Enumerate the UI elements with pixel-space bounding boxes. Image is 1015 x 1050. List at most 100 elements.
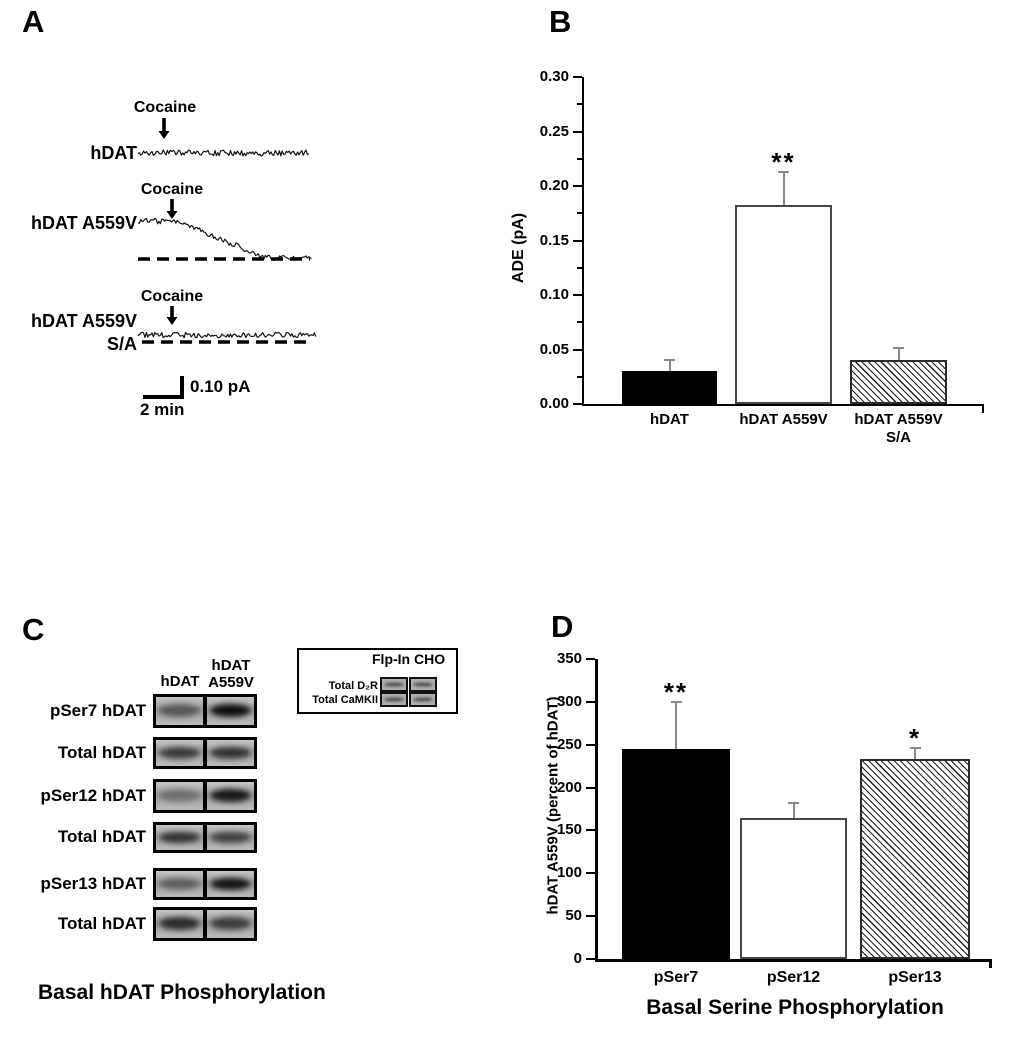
blot-column-header-hdat-a559v: hDAT A559V <box>208 657 254 692</box>
y-axis-minor-tick <box>577 321 582 324</box>
inset-row-label-d2r: Total D₂R <box>328 680 378 692</box>
blot-lane <box>156 825 203 850</box>
trace-label-hdat: hDAT <box>90 143 137 163</box>
blot-band <box>210 831 251 843</box>
y-axis-tick <box>586 829 595 832</box>
blot-box <box>153 694 257 728</box>
bar-hdat-a559v <box>735 204 832 404</box>
current-trace-plot <box>137 118 317 399</box>
blot-lane <box>156 871 203 897</box>
y-tick-label: 0.10 <box>539 286 569 303</box>
y-tick-label: 250 <box>556 735 582 753</box>
blot-band <box>210 704 251 718</box>
scale-bar <box>143 376 184 399</box>
y-axis-tick <box>586 700 595 703</box>
panel-d-xlabel: Basal Serine Phosphorylation <box>646 996 944 1019</box>
error-bar-line <box>792 803 795 818</box>
panel-a-label: A <box>22 4 45 39</box>
error-bar-cap <box>893 347 904 350</box>
panel-b-chart: ADE (pA) hDAT ** hDAT A559V hDAT A559V S/A 0… <box>0 0 1015 460</box>
y-axis-minor-tick <box>577 157 582 160</box>
y-axis-tick <box>573 294 582 296</box>
inset-blot-cell <box>409 677 437 692</box>
blot-band <box>210 746 251 759</box>
error-bar-line <box>782 171 785 205</box>
cocaine-label-3: Cocaine <box>140 288 204 305</box>
blot-band <box>159 877 200 890</box>
y-axis-tick <box>573 130 582 133</box>
blot-row-label: Total hDAT <box>57 914 146 933</box>
blot-box <box>153 868 257 900</box>
y-axis-minor-tick <box>577 266 582 269</box>
scalebar-current-label: 0.10 pA <box>190 377 251 396</box>
blot-lane <box>207 910 254 938</box>
blot-row-label: Total hDAT <box>57 743 146 762</box>
bar-pser7 <box>622 749 730 959</box>
y-tick-label: 0.20 <box>539 177 569 194</box>
bar-pser13 <box>860 759 970 959</box>
inset-blot-band <box>383 697 405 702</box>
blot-band <box>159 704 200 718</box>
trace-label-hdat-a559v: hDAT A559V <box>30 213 137 233</box>
inset-blot-cell <box>380 692 408 707</box>
blot-box <box>153 907 257 941</box>
blot-lane <box>156 697 203 725</box>
error-bar-line <box>675 701 677 749</box>
y-axis-tick <box>573 239 582 242</box>
y-axis-tick <box>573 348 582 351</box>
x-axis <box>595 959 992 962</box>
blot-band <box>159 917 200 931</box>
x-axis-end-tick <box>989 959 992 968</box>
panel-c-label: C <box>22 612 45 647</box>
inset-blot-band <box>383 682 405 687</box>
y-axis-tick <box>573 403 582 405</box>
y-axis-minor-tick <box>577 375 582 378</box>
trace-label-line1: hDAT A559V <box>30 311 137 331</box>
cocaine-arrowhead-2 <box>166 211 178 219</box>
cocaine-label-1: Cocaine <box>133 99 197 116</box>
y-tick-label: 300 <box>556 692 582 710</box>
trace-label-line2: S/A <box>106 334 137 355</box>
blot-lane <box>156 740 203 766</box>
blot-lane <box>207 697 254 725</box>
category-label: pSer13 <box>888 969 942 986</box>
y-tick-label: 0.05 <box>539 340 569 358</box>
category-label: hDAT A559V <box>739 411 828 428</box>
y-axis <box>582 77 584 406</box>
error-bar-line <box>668 360 671 372</box>
blot-box <box>153 779 257 813</box>
x-axis-end-tick <box>982 404 984 413</box>
blot-lane <box>156 910 203 938</box>
inset-blot-cell <box>380 677 408 692</box>
x-axis <box>582 404 984 406</box>
error-bar-cap <box>788 802 799 804</box>
trace-label-hdat-a559v-sa: hDAT A559V S/A <box>0 310 137 357</box>
blot-column-header-hdat: hDAT <box>160 673 200 690</box>
y-tick-label: 350 <box>556 650 582 667</box>
panel-d-label: D <box>551 609 574 644</box>
trace-hdat-a559v-sa <box>137 331 317 339</box>
cocaine-arrowhead-3 <box>166 317 178 325</box>
error-bar-cap <box>778 170 789 173</box>
blot-row-label: pSer7 hDAT <box>49 701 146 720</box>
blot-row-label: Total hDAT <box>57 827 146 846</box>
y-axis-minor-tick <box>577 103 582 106</box>
panel-b-label: B <box>549 4 572 39</box>
y-axis-tick <box>586 658 595 660</box>
error-bar-line <box>914 748 916 760</box>
y-tick-label: 150 <box>556 821 582 839</box>
y-tick-label: 200 <box>556 778 582 796</box>
inset-blot-band <box>412 697 434 702</box>
scalebar-time-label: 2 min <box>140 400 185 419</box>
blot-band <box>159 746 200 759</box>
inset-row-label-camkii: Total CaMKII <box>312 694 378 706</box>
cocaine-label-2: Cocaine <box>140 181 204 198</box>
y-tick-label: 0.00 <box>539 395 569 412</box>
inset-blot-cell <box>409 692 437 707</box>
blot-box <box>153 822 257 853</box>
blot-lane <box>207 871 254 897</box>
panel-c: hDAT hDAT A559V pSer7 hDAT Total hDAT pSer… <box>0 600 520 1050</box>
y-axis-minor-tick <box>577 212 582 215</box>
category-label: hDAT <box>650 411 689 428</box>
